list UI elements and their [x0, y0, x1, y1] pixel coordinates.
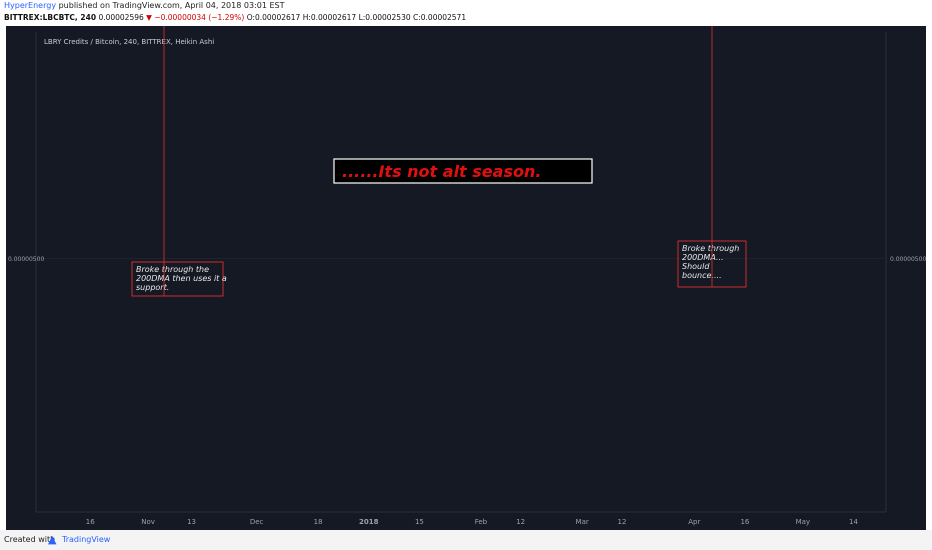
support-callout-text: 200DMA then uses it a: [136, 274, 227, 283]
x-tick-label: Dec: [250, 518, 264, 526]
publish-header: HyperEnergy published on TradingView.com…: [4, 0, 284, 12]
x-tick-label: 2018: [359, 518, 379, 526]
tradingview-link[interactable]: TradingView: [62, 535, 111, 544]
y-tick-label-right: 0.00000500: [890, 256, 926, 263]
tradingview-logo-icon: ▲: [48, 533, 57, 546]
y-tick-label-left: 0.00000500: [8, 256, 44, 263]
author-link[interactable]: HyperEnergy: [4, 1, 57, 10]
x-tick-label: 16: [740, 518, 749, 526]
publish-info: published on TradingView.com, April 04, …: [58, 1, 285, 10]
symbol-line: BITTREX:LBCBTC, 240 0.00002596 ▼ −0.0000…: [4, 12, 466, 24]
last-value: 0.00002596: [98, 13, 144, 22]
created-with: Created with: [4, 535, 56, 544]
x-tick-label: 13: [187, 518, 196, 526]
bounce-callout-text: Should: [682, 262, 710, 271]
x-tick-label: 15: [415, 518, 424, 526]
support-callout-box: [131, 261, 224, 297]
change-value: ▼ −0.00000034 (−1.29%): [146, 13, 245, 22]
chart-svg[interactable]: 0.000005000.000005000.000010000.00001000…: [6, 0, 926, 530]
alt-season-text: ......Its not alt season.: [342, 162, 541, 181]
alt-season-box: [333, 158, 593, 184]
chart-title: LBRY Credits / Bitcoin, 240, BITTREX, He…: [44, 38, 214, 46]
support-callout-text: Broke through the: [136, 265, 209, 274]
bounce-callout-text: 200DMA...: [682, 253, 724, 262]
x-tick-label: Apr: [688, 518, 700, 526]
x-tick-label: 14: [849, 518, 858, 526]
x-tick-label: Mar: [576, 518, 589, 526]
support-callout-text: support.: [136, 283, 169, 292]
x-tick-label: Feb: [475, 518, 488, 526]
x-tick-label: 18: [314, 518, 323, 526]
x-tick-label: May: [796, 518, 810, 526]
x-tick-label: 16: [86, 518, 95, 526]
chart-panel[interactable]: 0.000005000.000005000.000010000.00001000…: [6, 0, 926, 530]
symbol-name: BITTREX:LBCBTC, 240: [4, 13, 97, 22]
x-tick-label: 12: [516, 518, 525, 526]
x-tick-label: Nov: [141, 518, 155, 526]
x-tick-label: 12: [617, 518, 626, 526]
ohlc-values: O:0.00002617 H:0.00002617 L:0.00002530 C…: [246, 13, 467, 22]
bounce-callout-text: Broke through: [682, 244, 739, 253]
bounce-callout-text: bounce....: [682, 271, 722, 280]
footer: Created with ▲ TradingView: [0, 530, 932, 550]
